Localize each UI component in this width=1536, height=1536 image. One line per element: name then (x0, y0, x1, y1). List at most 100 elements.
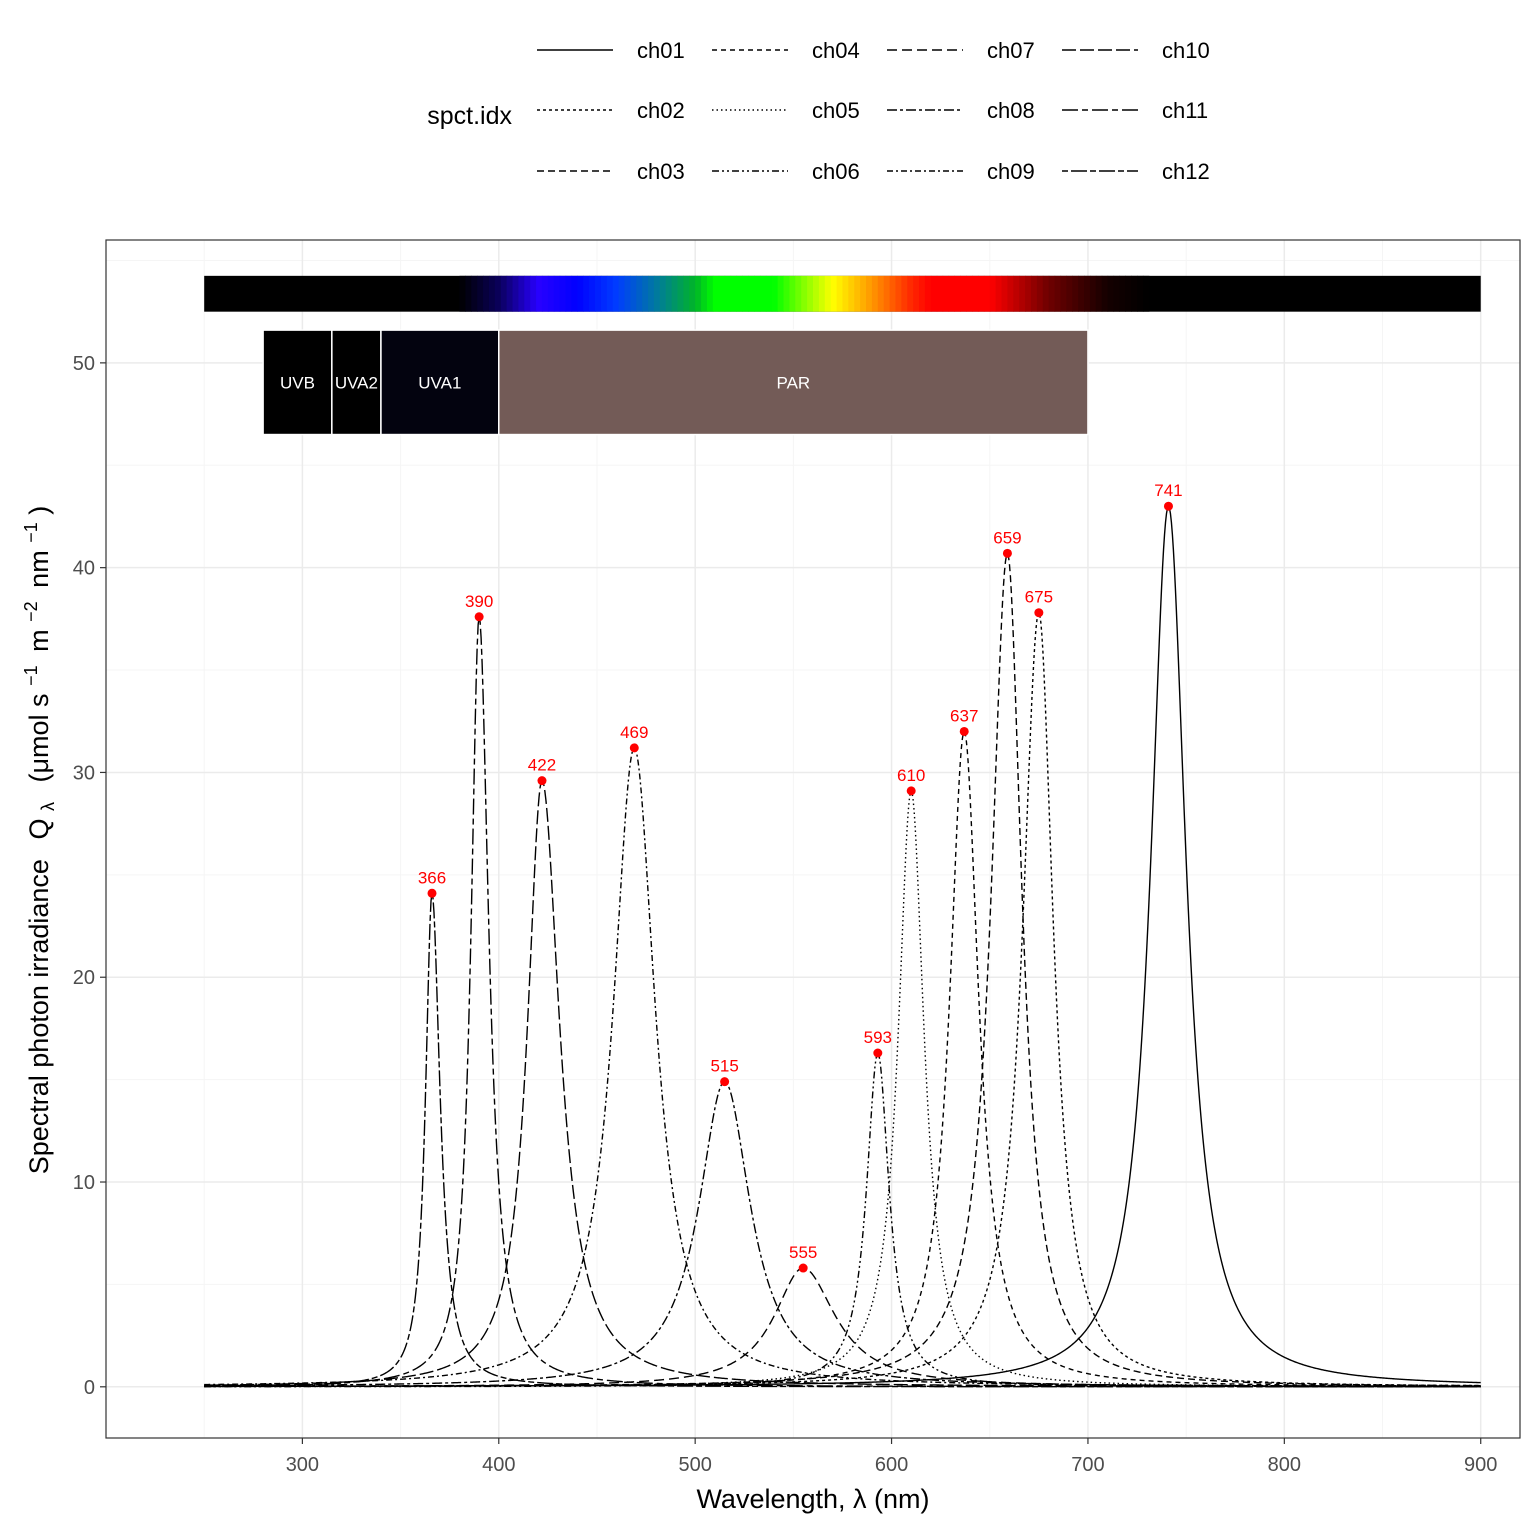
peak-marker-ch06 (873, 1048, 883, 1058)
y-title-unit-open: (μmol s (24, 693, 54, 782)
color-bar-segment (813, 275, 820, 312)
color-bar-segment (1113, 275, 1120, 312)
color-bar-segment (1107, 275, 1115, 312)
legend-label-ch12: ch12 (1162, 159, 1210, 184)
legend-title: spct.idx (427, 102, 512, 130)
color-bar-segment (600, 275, 608, 312)
waveband-label: UVB (280, 373, 315, 392)
color-bar-segment (983, 275, 991, 312)
color-bar-segment (477, 275, 484, 312)
panel-border (105, 239, 1521, 1439)
spectra-lines (204, 504, 1481, 1388)
peak-marker-ch12 (427, 888, 437, 898)
x-axis-title: Wavelength, λ (nm) (696, 1484, 929, 1514)
color-bar-segment (936, 275, 944, 312)
waveband-uva2 (331, 329, 382, 436)
color-bar-segment (706, 275, 714, 312)
color-bar-segment (1078, 275, 1085, 312)
color-bar-segment (724, 275, 732, 312)
color-bar-segment (1089, 275, 1097, 312)
legend-label-ch07: ch07 (987, 38, 1035, 63)
y-axis-title: Spectral photon irradiance Q λ (μmol s −… (13, 506, 60, 1175)
color-bar-segment (919, 275, 926, 312)
color-bar-segment (854, 275, 861, 312)
color-bar-segment (824, 275, 832, 312)
series-line-ch11 (204, 616, 1481, 1388)
color-bar-segment (500, 275, 508, 312)
peak-marker-ch07 (798, 1263, 808, 1273)
color-bar-segment (553, 275, 561, 312)
peak-marker-ch03 (1002, 548, 1012, 558)
color-bar-segment (1048, 275, 1056, 312)
y-title-exp2: −2 (21, 601, 41, 622)
legend-label-ch05: ch05 (812, 98, 860, 123)
legend: spct.idx ch01 ch02 ch03 ch04 ch05 ch06 ch07 ch0… (427, 38, 1209, 184)
legend-label-ch09: ch09 (987, 159, 1035, 184)
color-bar-segment (1066, 275, 1073, 312)
color-bar-segment (571, 275, 578, 312)
peak-label: 422 (528, 756, 556, 775)
x-tick-label: 600 (875, 1454, 908, 1476)
color-bar-segment (818, 275, 826, 312)
color-bar-segment (524, 275, 531, 312)
color-bar-segment (877, 275, 885, 312)
color-bar-segment (1042, 275, 1050, 312)
color-bar-segment (995, 275, 1003, 312)
color-bar-segment (718, 275, 726, 312)
y-title-symbol-sub: λ (38, 802, 58, 811)
peak-marker-ch10 (537, 776, 547, 786)
color-bar-segment (830, 275, 838, 312)
color-bar-segment (683, 275, 690, 312)
color-bar-segment (1072, 275, 1079, 312)
color-bar-segment (648, 275, 655, 312)
y-tick-label: 0 (84, 1377, 95, 1399)
color-bar-segment (547, 275, 555, 312)
color-bar-segment (606, 275, 614, 312)
y-title-unit-m: m (24, 629, 54, 652)
color-bar-segment (801, 275, 808, 312)
color-bar-segment (494, 275, 502, 312)
legend-label-ch08: ch08 (987, 98, 1035, 123)
color-bar-segment (960, 275, 967, 312)
color-bar-segment (583, 275, 590, 312)
y-title-exp3: −1 (21, 522, 41, 543)
peak-label: 659 (993, 528, 1021, 547)
color-bar-segment (488, 275, 496, 312)
peak-marker-ch01 (1163, 501, 1173, 511)
color-bar-segment (866, 275, 873, 312)
legend-label-ch01: ch01 (637, 38, 685, 63)
color-bar-segment (1019, 275, 1026, 312)
color-bar-segment (754, 275, 761, 312)
color-bar-segment (942, 275, 950, 312)
color-bar-segment (848, 275, 855, 312)
color-bar-segment (789, 275, 796, 312)
color-bar-segment (483, 275, 490, 312)
color-bar-segment (765, 275, 773, 312)
y-tick-label: 40 (73, 558, 95, 580)
color-bar-segment (1137, 275, 1144, 312)
waveband-label: UVA2 (335, 373, 378, 392)
color-bar-segment (889, 275, 897, 312)
color-bar-segment (1095, 275, 1103, 312)
color-bar-segment (559, 275, 567, 312)
peak-marker-ch02 (1034, 608, 1044, 618)
color-bar-segment (966, 275, 973, 312)
series-line-ch07 (204, 1267, 1481, 1388)
color-bar-segment (742, 275, 749, 312)
waveband-boxes: UVB UVA2 UVA1 PAR (262, 329, 1089, 436)
peak-label: 366 (418, 868, 446, 887)
wavelength-color-bar (204, 275, 1481, 312)
color-bar-segment (1125, 275, 1132, 312)
color-bar-segment (807, 275, 814, 312)
color-bar-segment (618, 275, 626, 312)
color-bar-segment (1001, 275, 1009, 312)
color-bar-segment (642, 275, 649, 312)
color-bar-segment (695, 275, 702, 312)
color-bar-segment (459, 275, 466, 312)
y-tick-label: 50 (73, 353, 95, 375)
color-bar-segment (842, 275, 849, 312)
x-tick-label: 800 (1268, 1454, 1301, 1476)
color-bar-segment (701, 275, 708, 312)
peak-label: 390 (465, 592, 493, 611)
color-bar-segment (589, 275, 596, 312)
